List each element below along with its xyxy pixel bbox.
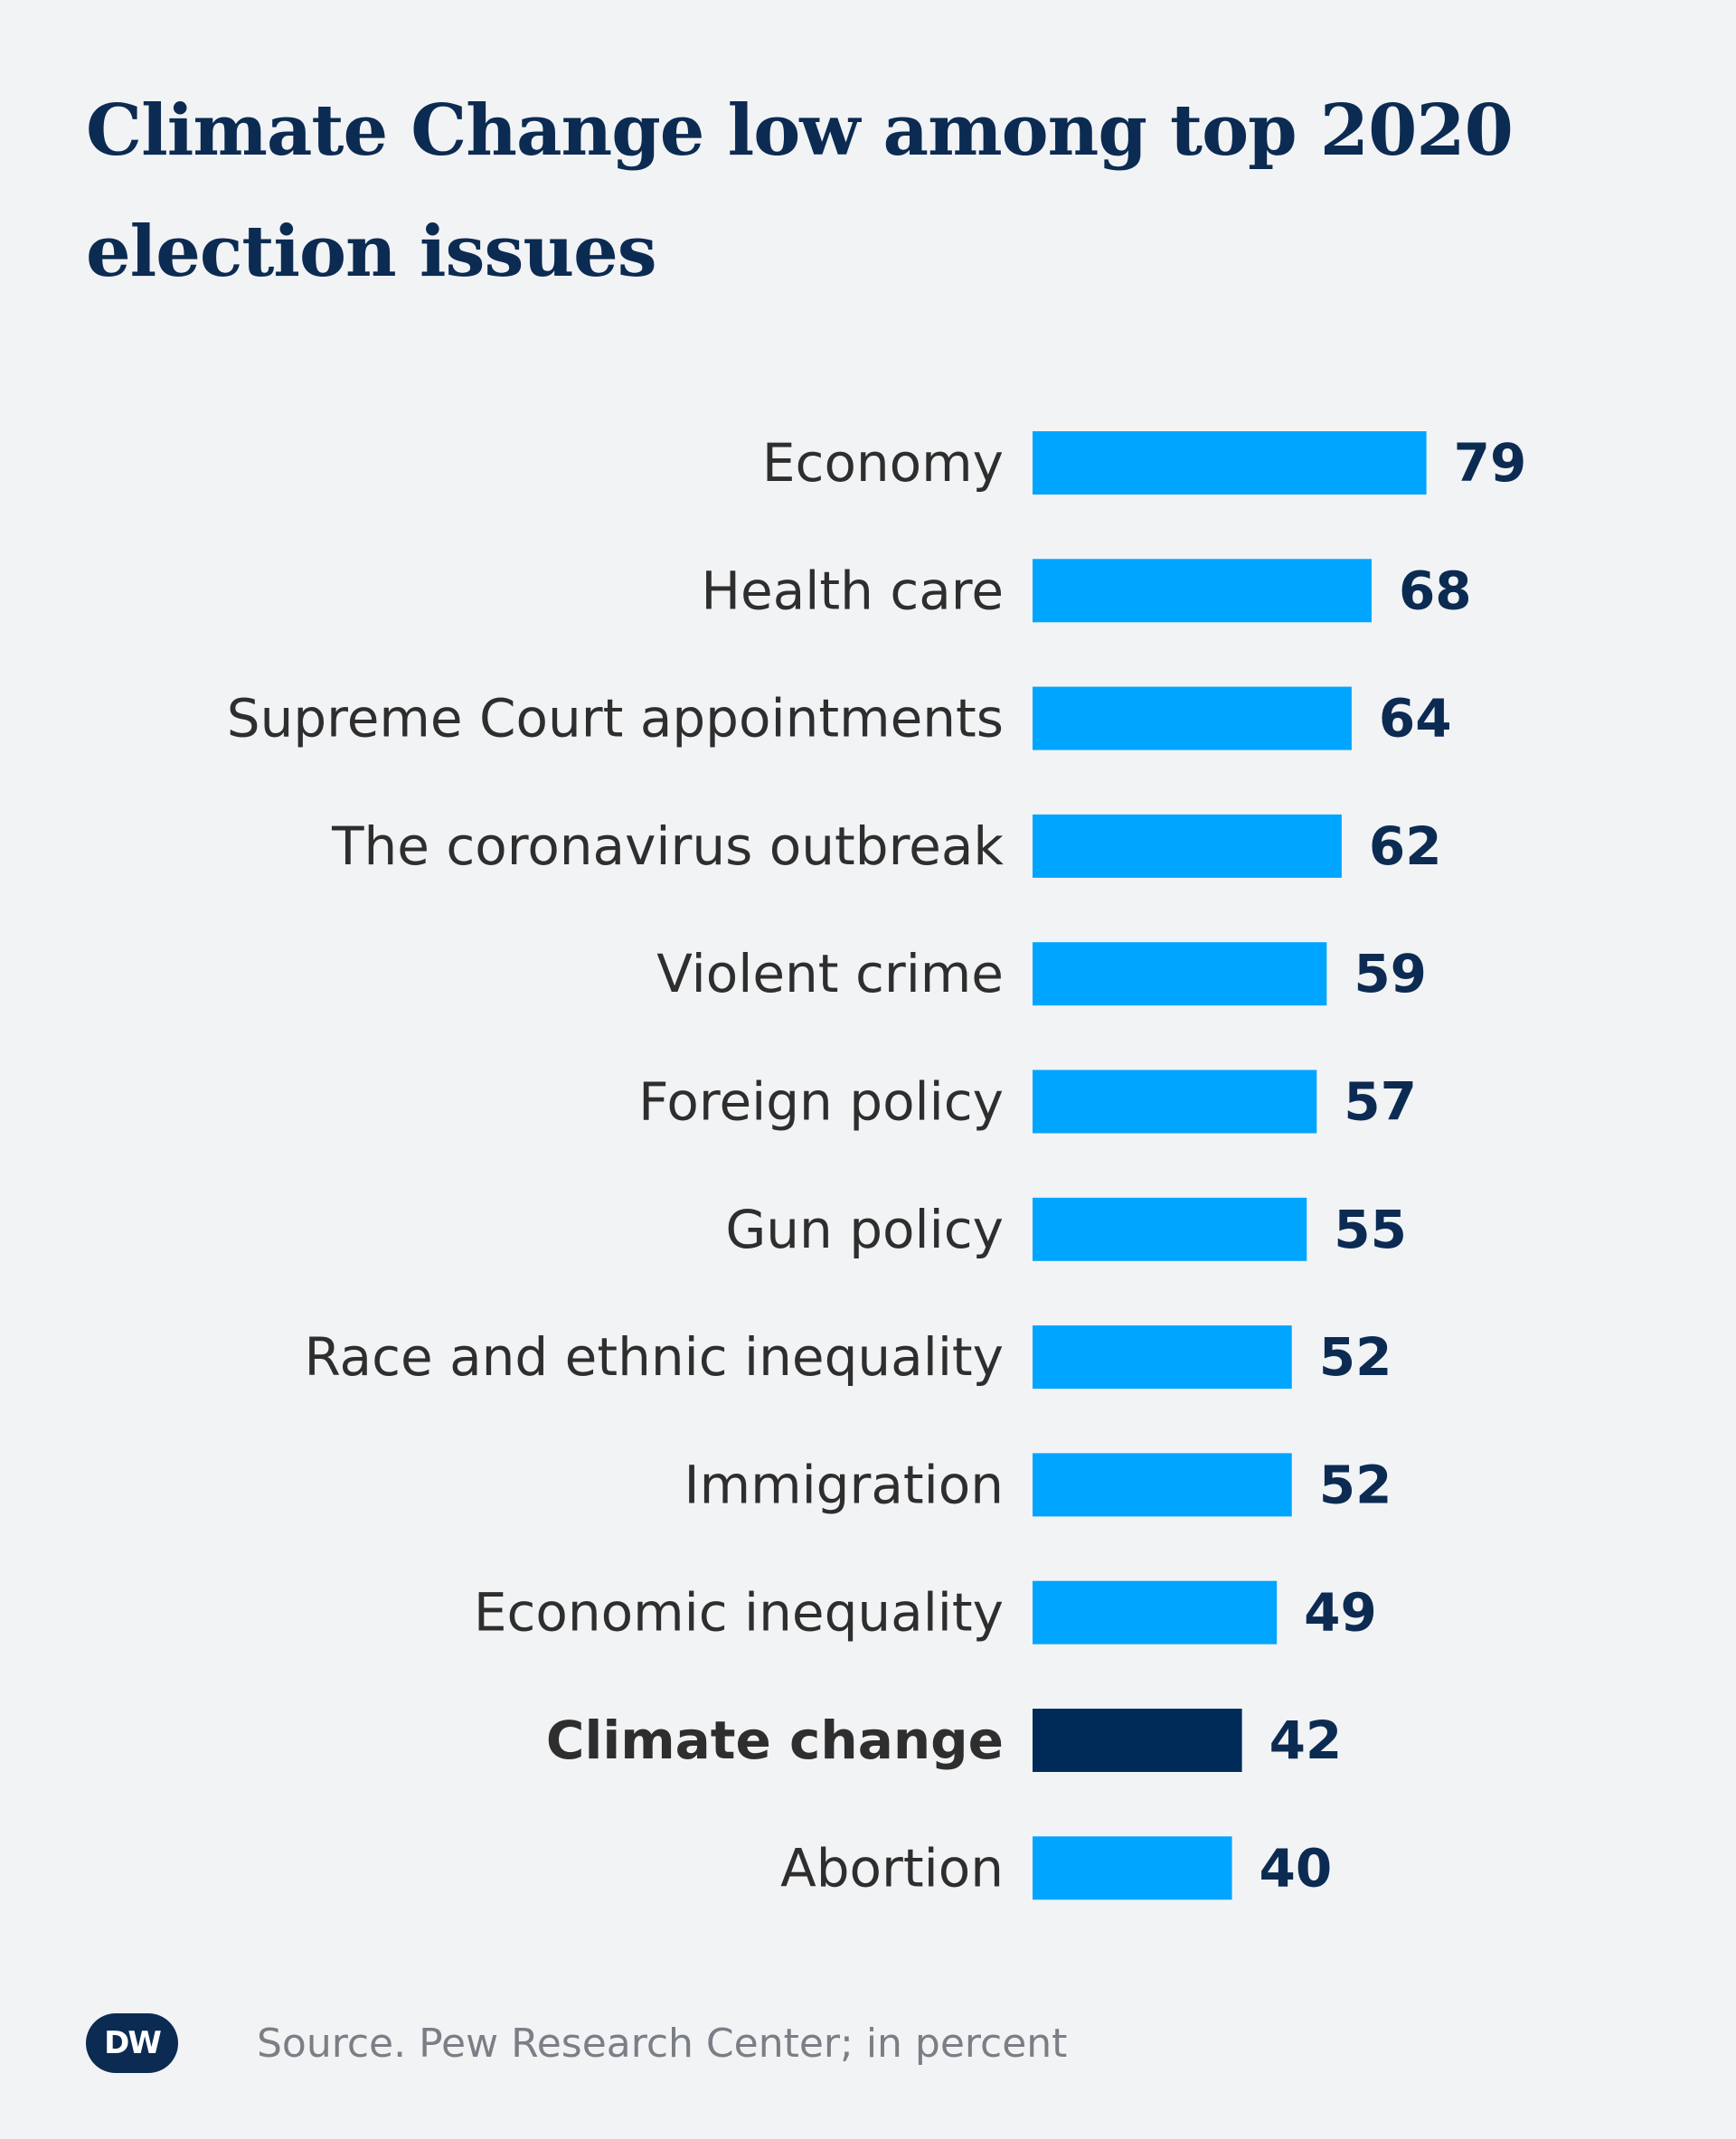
dw-logo: DW (86, 2013, 178, 2073)
value-label-economic-inequality: 49 (1304, 1582, 1377, 1644)
category-label-the-coronavirus-outbreak: The coronavirus outbreak (331, 815, 1004, 877)
chart-title: Climate Change low among top 2020 electi… (86, 90, 1514, 293)
bar-violent-crime (1033, 942, 1327, 1006)
bar-immigration (1033, 1453, 1292, 1517)
value-label-gun-policy: 55 (1334, 1199, 1407, 1260)
category-label-immigration: Immigration (684, 1454, 1004, 1515)
value-label-economy: 79 (1454, 432, 1527, 494)
category-label-supreme-court-appointments: Supreme Court appointments (227, 688, 1004, 749)
value-label-race-and-ethnic-inequality: 52 (1319, 1326, 1392, 1388)
bar-race-and-ethnic-inequality (1033, 1325, 1292, 1390)
category-label-violent-crime: Violent crime (656, 943, 1004, 1004)
category-label-gun-policy: Gun policy (725, 1199, 1004, 1260)
bar-supreme-court-appointments (1033, 686, 1352, 750)
value-label-the-coronavirus-outbreak: 62 (1369, 815, 1442, 877)
category-label-race-and-ethnic-inequality: Race and ethnic inequality (305, 1326, 1004, 1388)
bar-abortion (1033, 1836, 1232, 1900)
dw-logo-text: DW (104, 2025, 162, 2061)
bar-economy (1033, 431, 1427, 495)
value-label-supreme-court-appointments: 64 (1379, 688, 1452, 749)
bar-climate-change (1033, 1709, 1242, 1772)
value-label-foreign-policy: 57 (1344, 1071, 1417, 1133)
bar-foreign-policy (1033, 1070, 1317, 1134)
bar-the-coronavirus-outbreak (1033, 814, 1342, 878)
bar-economic-inequality (1033, 1580, 1278, 1644)
category-label-economic-inequality: Economic inequality (474, 1582, 1004, 1644)
value-label-violent-crime: 59 (1354, 943, 1427, 1004)
category-label-health-care: Health care (701, 560, 1004, 621)
value-label-health-care: 68 (1399, 560, 1472, 621)
category-label-abortion: Abortion (780, 1837, 1004, 1899)
value-label-climate-change: 42 (1269, 1710, 1343, 1771)
category-label-climate-change: Climate change (546, 1710, 1004, 1771)
value-label-immigration: 52 (1319, 1454, 1392, 1515)
bar-gun-policy (1033, 1197, 1307, 1261)
footer: DW Source. Pew Research Center; in perce… (86, 2007, 1067, 2079)
source-note: Source. Pew Research Center; in percent (257, 2020, 1068, 2067)
category-label-foreign-policy: Foreign policy (638, 1071, 1004, 1133)
bar-health-care (1033, 559, 1372, 623)
category-label-economy: Economy (762, 432, 1004, 494)
value-label-abortion: 40 (1260, 1837, 1333, 1899)
